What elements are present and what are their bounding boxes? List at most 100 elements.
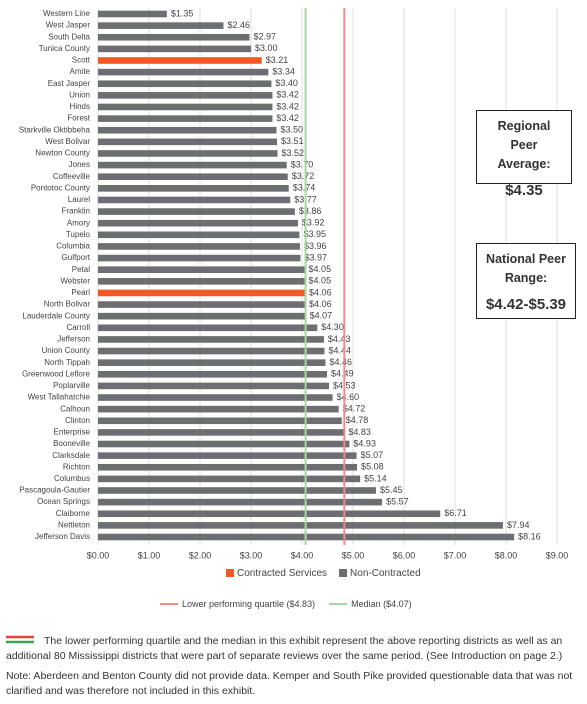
box-heading: Regional Peer Average: [497, 119, 551, 171]
y-tick-label: Coffeeville [53, 172, 91, 181]
y-tick-label: Claiborne [56, 509, 91, 518]
y-tick-label: North Bolivar [44, 300, 91, 309]
bar [98, 185, 289, 192]
note-icon [6, 635, 34, 644]
bar [98, 498, 383, 506]
value-label: $3.96 [304, 241, 327, 251]
y-tick-label: Jones [69, 160, 90, 169]
bar [98, 68, 269, 76]
value-label: $3.00 [255, 43, 278, 53]
y-tick-label: Enterprise [54, 428, 91, 437]
value-label: $4.60 [337, 392, 360, 402]
bar [98, 219, 298, 227]
y-tick-label: Scott [72, 56, 91, 65]
y-tick-label: Greenwood Leflore [22, 369, 91, 378]
bar [98, 33, 250, 41]
value-label: $3.40 [275, 78, 298, 88]
value-label: $4.46 [329, 357, 352, 367]
legend-label: Non-Contracted [350, 568, 421, 579]
y-tick-label: Pascagoula-Gautier [19, 486, 90, 495]
y-tick-label: Union [69, 90, 90, 99]
value-label: $4.83 [348, 427, 371, 437]
x-tick-label: $9.00 [546, 550, 569, 560]
bar [98, 463, 358, 471]
bar [98, 173, 288, 181]
bar [98, 126, 277, 134]
value-label: $3.50 [281, 125, 304, 135]
bar [98, 208, 295, 215]
value-label: $3.97 [304, 252, 327, 262]
y-tick-label: Laurel [68, 195, 90, 204]
bar [98, 324, 318, 332]
bar [98, 487, 376, 494]
bar [98, 359, 326, 366]
national-box: National Peer Range: $4.42-$5.39 [476, 243, 576, 319]
value-label: $4.78 [346, 415, 369, 425]
bar [98, 196, 291, 204]
value-label: $3.42 [276, 90, 299, 100]
bar [98, 452, 357, 459]
regional-box: Regional Peer Average: $4.35 [476, 110, 572, 199]
value-label: $3.42 [276, 113, 299, 123]
value-label: $6.71 [444, 508, 467, 518]
bar [98, 254, 301, 262]
box-value: $4.42-$5.39 [485, 296, 567, 313]
bar [98, 57, 262, 64]
y-tick-label: Forest [67, 114, 90, 123]
bar [98, 405, 339, 413]
value-label: $5.14 [364, 473, 387, 483]
legend-swatch [339, 569, 348, 577]
x-tick-label: $1.00 [138, 550, 161, 560]
x-tick-label: $3.00 [240, 550, 263, 560]
y-tick-label: Jefferson [57, 335, 90, 344]
y-tick-label: Tupelo [66, 230, 91, 239]
value-label: $3.51 [281, 136, 304, 146]
y-tick-label: Clarksdale [52, 451, 90, 460]
y-tick-label: Pontotoc County [31, 183, 90, 192]
value-label: $4.05 [309, 264, 332, 274]
x-tick-label: $4.00 [291, 550, 314, 560]
value-label: $4.44 [328, 345, 351, 355]
y-tick-label: Newton County [35, 149, 90, 158]
y-tick-label: Hinds [70, 102, 90, 111]
bar [98, 266, 305, 273]
bar [98, 370, 327, 378]
legend-swatch [226, 569, 234, 577]
value-label: $8.16 [518, 531, 541, 541]
value-label: $3.52 [282, 148, 305, 158]
bar [98, 301, 306, 308]
bar [98, 417, 342, 425]
y-tick-label: East Jasper [48, 79, 91, 88]
value-label: $3.34 [272, 66, 295, 76]
value-label: $4.06 [309, 287, 332, 297]
value-label: $3.42 [276, 101, 299, 111]
bar [98, 347, 325, 355]
y-tick-label: West Tallahatchie [28, 393, 91, 402]
legend-label: Lower performing quartile ($4.83) [182, 599, 315, 609]
value-label: $5.45 [380, 485, 403, 495]
bar [98, 80, 272, 88]
y-tick-label: Booneville [53, 439, 90, 448]
value-label: $5.08 [361, 462, 384, 472]
bar [98, 312, 306, 320]
y-tick-label: North Tippah [44, 358, 90, 367]
y-tick-label: Clinton [65, 416, 90, 425]
bar [98, 278, 305, 285]
y-tick-label: South Delta [48, 32, 90, 41]
bar [98, 510, 441, 518]
x-tick-label: $5.00 [342, 550, 365, 560]
y-tick-label: Carroll [66, 323, 90, 332]
x-tick-label: $0.00 [87, 550, 110, 560]
value-label: $4.72 [343, 404, 366, 414]
legend-label: Median ($4.07) [351, 599, 412, 609]
value-label: $2.97 [253, 32, 276, 42]
y-tick-label: Calhoun [60, 404, 90, 413]
note: Note: Aberdeen and Benton County did not… [6, 670, 573, 697]
y-tick-label: Petal [72, 265, 90, 274]
value-label: $3.21 [266, 55, 289, 65]
bar [98, 440, 350, 448]
y-tick-label: Amory [67, 218, 90, 227]
value-label: $4.07 [310, 311, 333, 321]
y-tick-label: Nettleton [58, 520, 90, 529]
value-label: $2.46 [227, 20, 250, 30]
